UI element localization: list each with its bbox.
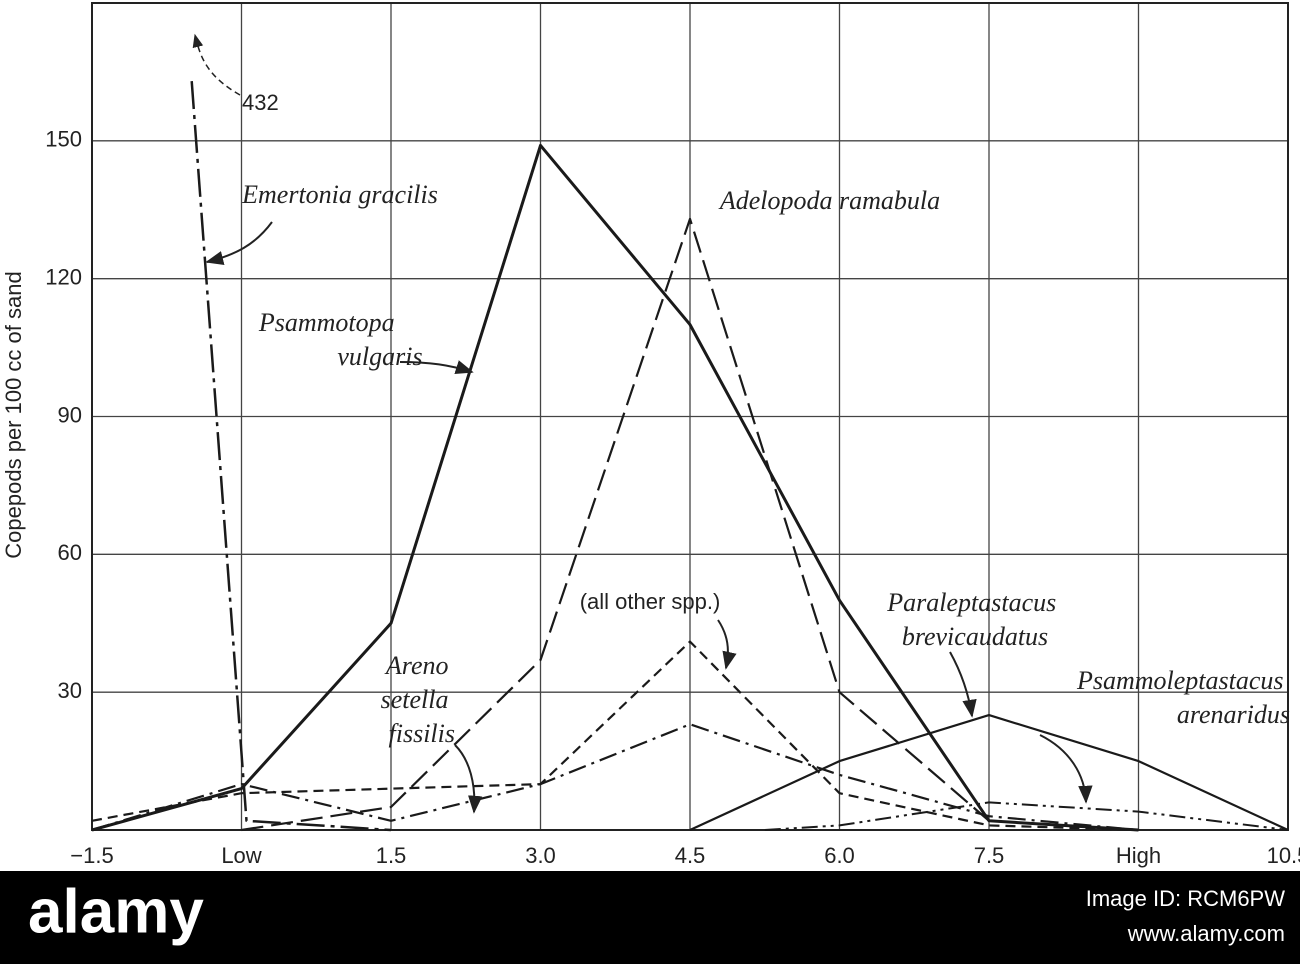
x-tick-label: 4.5 bbox=[675, 843, 706, 868]
series-line bbox=[689, 713, 1289, 831]
series-label-line: setella bbox=[381, 685, 455, 714]
watermark: alamy bbox=[600, 402, 771, 469]
y-tick-label: 150 bbox=[45, 127, 82, 152]
y-axis-title: Copepods per 100 cc of sand bbox=[1, 271, 26, 558]
watermark: alamy bbox=[600, 652, 771, 719]
series-line bbox=[190, 81, 392, 832]
x-tick-label: 6.0 bbox=[824, 843, 855, 868]
watermark: alamy bbox=[0, 652, 171, 719]
annotation: 432 bbox=[242, 90, 279, 115]
series-line bbox=[764, 801, 1289, 831]
series-label: Paraleptastacus brevicaudatus bbox=[886, 588, 1063, 651]
series-label-line: arenaridus bbox=[1177, 700, 1290, 729]
image-id: Image ID: RCM6PW bbox=[1086, 886, 1285, 911]
y-tick-label: 30 bbox=[58, 678, 82, 703]
series-label: Psammotopa vulgaris bbox=[258, 308, 423, 371]
x-tick-label: 3.0 bbox=[525, 843, 556, 868]
label-arrow bbox=[205, 221, 273, 266]
watermark: alamy bbox=[150, 262, 321, 329]
series-label: (all other spp.) bbox=[580, 589, 721, 614]
series-line bbox=[91, 640, 1139, 832]
series-label-line: Paraleptastacus bbox=[886, 588, 1063, 617]
series-label-line: Areno bbox=[384, 651, 455, 680]
y-tick-label: 120 bbox=[45, 264, 82, 289]
series-line bbox=[91, 723, 1139, 832]
series-label-line: vulgaris bbox=[337, 342, 422, 371]
series-label: Adelopoda ramabula bbox=[718, 186, 940, 215]
y-tick-label: 90 bbox=[58, 402, 82, 427]
x-tick-label: 1.5 bbox=[376, 843, 407, 868]
series-label: Psammoleptastacus arenaridus bbox=[1076, 666, 1290, 729]
x-tick-label: 7.5 bbox=[974, 843, 1005, 868]
x-tick-label: 10.5 bbox=[1267, 843, 1300, 868]
y-tick-label: 60 bbox=[58, 540, 82, 565]
series-label-line: fissilis bbox=[389, 719, 455, 748]
watermark: alamy bbox=[1140, 652, 1300, 719]
footer-bar bbox=[0, 871, 1300, 964]
series-line bbox=[241, 217, 1139, 832]
label-arrow bbox=[717, 619, 737, 670]
label-arrow bbox=[399, 360, 474, 374]
label-arrow bbox=[454, 744, 483, 814]
series-label-line: Psammoleptastacus bbox=[1076, 666, 1290, 695]
series-label-line: brevicaudatus bbox=[902, 622, 1048, 651]
series-label: Emertonia gracilis bbox=[241, 180, 438, 209]
label-arrow bbox=[1039, 734, 1093, 804]
footer-url: www.alamy.com bbox=[1127, 921, 1285, 946]
series-label-line: Psammotopa bbox=[258, 308, 401, 337]
x-tick-label: −1.5 bbox=[70, 843, 113, 868]
annotation-arrow bbox=[192, 33, 241, 96]
x-tick-label: Low bbox=[221, 843, 261, 868]
x-tick-label: High bbox=[1116, 843, 1161, 868]
series-label: Areno setella fissilis bbox=[381, 651, 455, 748]
footer-logo: alamy bbox=[28, 877, 204, 946]
watermark: alamy bbox=[1040, 262, 1211, 329]
label-arrow bbox=[949, 651, 977, 718]
series-line bbox=[91, 143, 1139, 832]
